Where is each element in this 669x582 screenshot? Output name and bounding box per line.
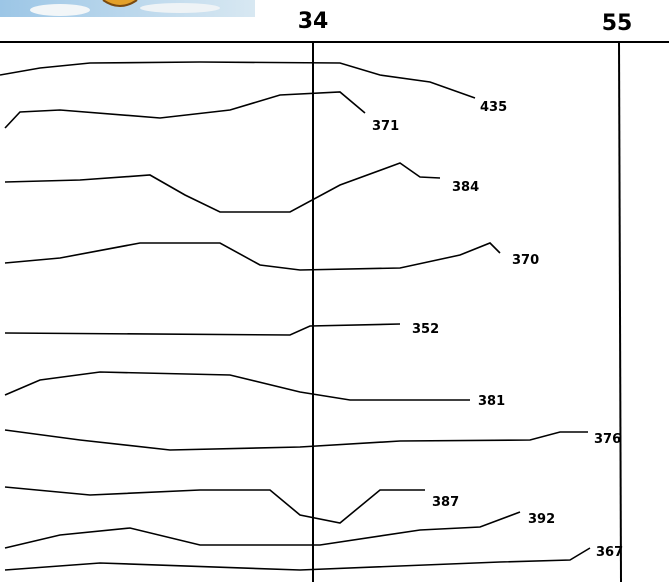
trace-label: 352 (412, 322, 439, 337)
trace (5, 548, 590, 570)
trace (5, 487, 425, 523)
trace (0, 62, 475, 98)
trace (5, 324, 400, 335)
trace-label: 381 (478, 394, 505, 409)
trace (5, 512, 520, 548)
trace-label: 376 (594, 432, 621, 447)
trace-label: 371 (372, 119, 399, 134)
trace-label: 392 (528, 512, 555, 527)
column-label: 34 (298, 9, 329, 34)
trace (5, 92, 365, 128)
trace-label: 435 (480, 100, 507, 115)
trace-label: 384 (452, 180, 479, 195)
trace-label: 370 (512, 253, 539, 268)
trace-label: 367 (596, 545, 623, 560)
column-label: 55 (602, 11, 633, 36)
trace (5, 372, 470, 400)
trace (5, 163, 440, 212)
header-image (0, 0, 255, 17)
trace-label: 387 (432, 495, 459, 510)
trace (5, 243, 500, 270)
column-line (619, 42, 621, 582)
trace-sheet: 34 55 435 371 384 370 352 381 376 387 39… (0, 0, 669, 582)
trace (5, 430, 588, 450)
